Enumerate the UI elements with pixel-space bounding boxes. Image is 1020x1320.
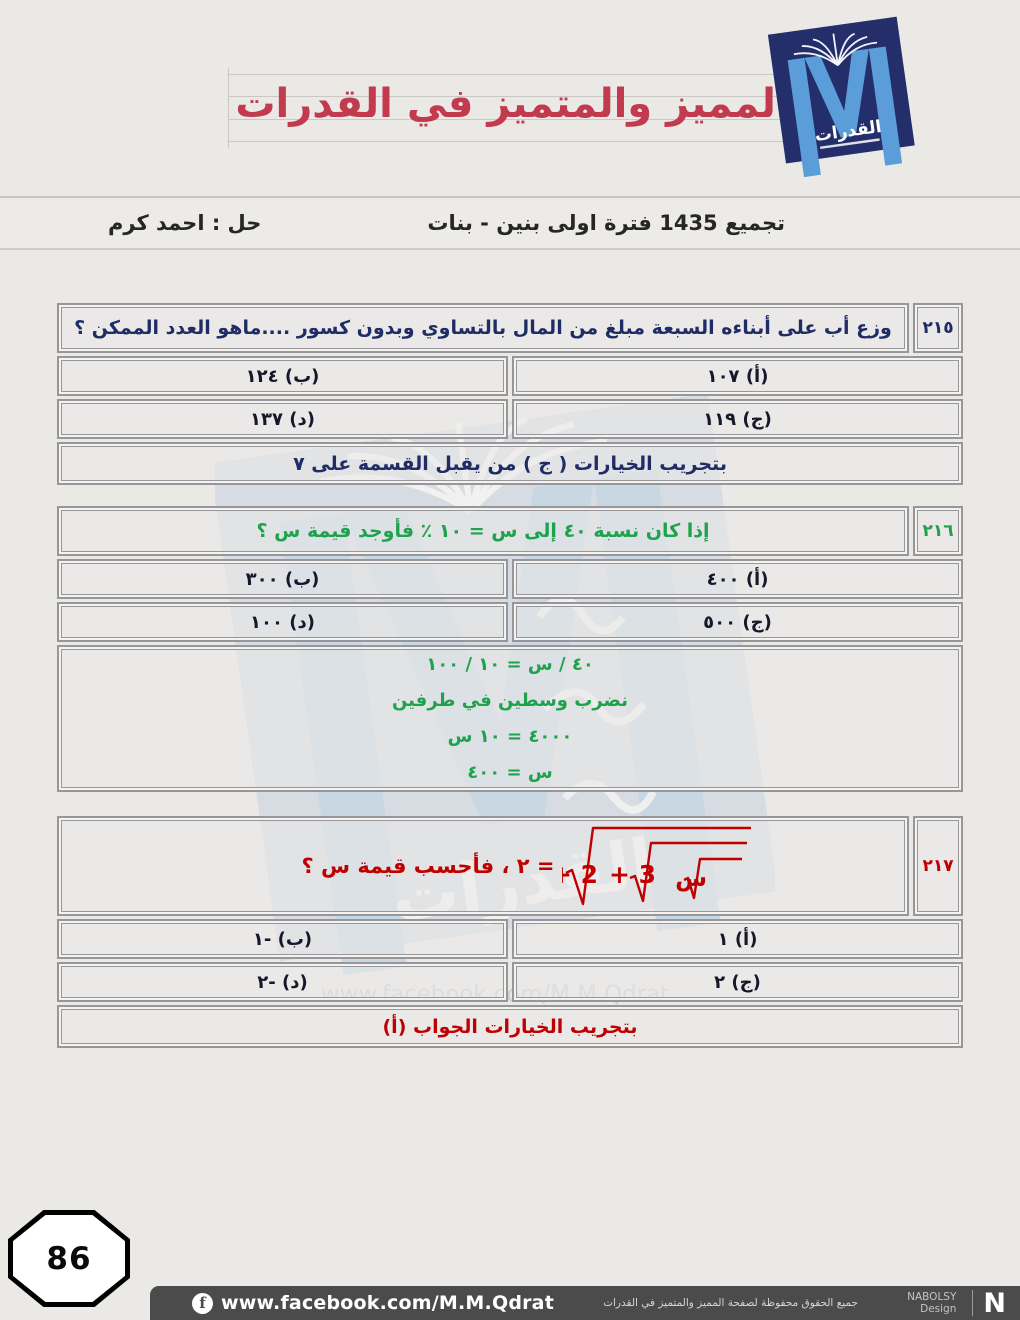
option-a: (أ) ١ (512, 919, 963, 959)
question-header-row: ٢١٦ إذا كان نسبة ٤٠ إلى س = ١٠ ٪ فأوجد ق… (57, 506, 963, 556)
option-c: (ج) ٢ (512, 962, 963, 1002)
question-header-row: ٢١٧ 2 + 3 + س = ٢ ، فأحسب قيمة س ؟ (57, 816, 963, 916)
title-ruler-tick (228, 68, 229, 148)
question-text: وزع أب على أبناءه السبعة مبلغ من المال ب… (57, 303, 909, 353)
footer-divider (972, 1290, 974, 1316)
svg-text:س: س (676, 866, 708, 892)
question-equation: 2 + 3 + س = ٢ ، فأحسب قيمة س ؟ (57, 816, 909, 916)
option-a: (أ) ١٠٧ (512, 356, 963, 396)
designer-role: Design (920, 1303, 957, 1315)
facebook-url[interactable]: www.facebook.com/M.M.Qdrat (221, 1292, 554, 1314)
page-number-badge-inner: 86 (13, 1215, 125, 1302)
facebook-icon: f (192, 1292, 213, 1314)
options-row: (ج) ٢ (د) -٢ (57, 962, 963, 1002)
designer-credit: NABOLSY Design (907, 1291, 956, 1315)
title-ruler-line (228, 96, 798, 97)
answer-text: بتجريب الخيارات الجواب (أ) (57, 1005, 963, 1048)
copyright-text: جميع الحقوق محفوظة لصفحة المميز والمتميز… (603, 1297, 858, 1309)
sub-header-bar: تجميع 1435 فترة اولى بنين - بنات حل : اح… (0, 196, 1020, 250)
options-row: (ج) ٥٠٠ (د) ١٠٠ (57, 602, 963, 642)
option-b: (ب) -١ (57, 919, 508, 959)
solution-steps: ٤٠ / س = ١٠ / ١٠٠ نضرب وسطين في طرفين ٤٠… (57, 645, 963, 792)
options-row: (أ) ٤٠٠ (ب) ٣٠٠ (57, 559, 963, 599)
page-title: المميز والمتميز في القدرات (235, 81, 790, 127)
footer-bar: f www.facebook.com/M.M.Qdrat جميع الحقوق… (150, 1286, 1020, 1320)
question-block-217: ٢١٧ 2 + 3 + س = ٢ ، فأحسب قيمة س ؟ (57, 816, 963, 1048)
collection-label: تجميع 1435 فترة اولى بنين - بنات (427, 211, 785, 235)
svg-text:3 +: 3 + (609, 860, 656, 889)
question-header-row: ٢١٥ وزع أب على أبناءه السبعة مبلغ من الم… (57, 303, 963, 353)
radical-expression: 2 + 3 + س (562, 826, 752, 906)
brand-logo-icon: القدرات (767, 16, 915, 178)
option-d: (د) ١٣٧ (57, 399, 508, 439)
option-c: (ج) ١١٩ (512, 399, 963, 439)
option-b: (ب) ١٢٤ (57, 356, 508, 396)
title-ruler-line (228, 141, 798, 142)
title-ruler-line (228, 74, 798, 75)
solution-line: ٤٠٠٠ = ١٠ س (447, 725, 573, 747)
options-row: (أ) ١ (ب) -١ (57, 919, 963, 959)
page-number: 86 (46, 1240, 92, 1277)
answer-row: بتجريب الخيارات الجواب (أ) (57, 1005, 963, 1048)
option-c: (ج) ٥٠٠ (512, 602, 963, 642)
option-a: (أ) ٤٠٠ (512, 559, 963, 599)
option-b: (ب) ٣٠٠ (57, 559, 508, 599)
solution-row: ٤٠ / س = ١٠ / ١٠٠ نضرب وسطين في طرفين ٤٠… (57, 645, 963, 792)
question-number: ٢١٥ (913, 303, 963, 353)
question-block-216: ٢١٦ إذا كان نسبة ٤٠ إلى س = ١٠ ٪ فأوجد ق… (57, 506, 963, 792)
question-number: ٢١٦ (913, 506, 963, 556)
svg-text:2 +: 2 + (562, 860, 598, 889)
designer-logo-icon: N (983, 1287, 1006, 1319)
nested-radical-equation: 2 + 3 + س = ٢ ، فأحسب قيمة س ؟ (302, 822, 755, 910)
option-d: (د) ١٠٠ (57, 602, 508, 642)
question-number: ٢١٧ (913, 816, 963, 916)
designer-name: NABOLSY (907, 1291, 957, 1303)
title-ruler-line (228, 119, 798, 120)
question-text: إذا كان نسبة ٤٠ إلى س = ١٠ ٪ فأوجد قيمة … (57, 506, 909, 556)
solver-label: حل : احمد كرم (108, 211, 262, 235)
page-number-badge: 86 (8, 1210, 130, 1307)
solution-line: ٤٠ / س = ١٠ / ١٠٠ (426, 653, 594, 675)
answer-row: بتجريب الخيارات ( ج ) من يقبل القسمة على… (57, 442, 963, 485)
solution-line: نضرب وسطين في طرفين (391, 689, 629, 711)
options-row: (أ) ١٠٧ (ب) ١٢٤ (57, 356, 963, 396)
solution-line: س = ٤٠٠ (467, 761, 553, 783)
option-d: (د) -٢ (57, 962, 508, 1002)
answer-text: بتجريب الخيارات ( ج ) من يقبل القسمة على… (57, 442, 963, 485)
question-block-215: ٢١٥ وزع أب على أبناءه السبعة مبلغ من الم… (57, 303, 963, 485)
equation-rhs: = ٢ ، فأحسب قيمة س ؟ (301, 854, 555, 878)
options-row: (ج) ١١٩ (د) ١٣٧ (57, 399, 963, 439)
